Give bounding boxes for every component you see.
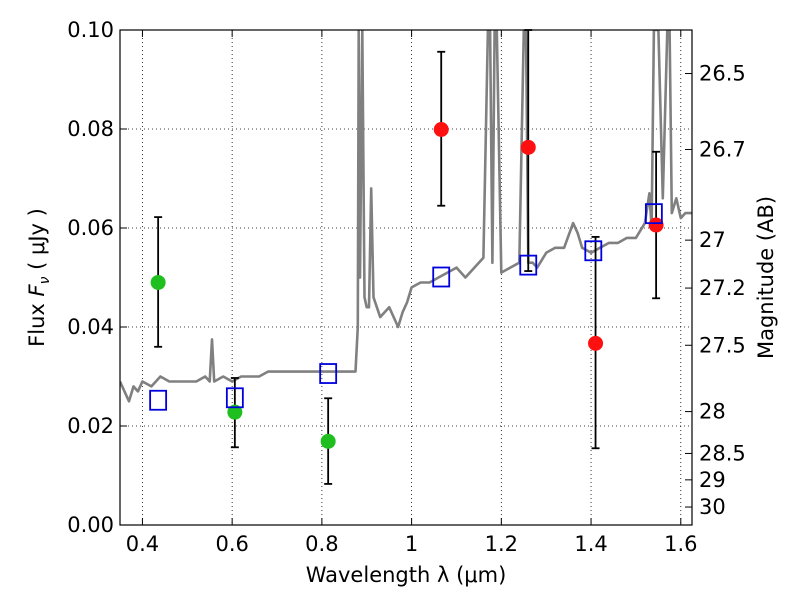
y-axis-label-symbol: F <box>25 284 49 297</box>
x-axis-label: Wavelength λ (μm) <box>306 563 507 587</box>
detections-red-marker-1 <box>520 139 536 155</box>
y-tick-label-0: 0.00 <box>67 513 114 537</box>
x-tick-label-4: 1.2 <box>485 532 518 556</box>
mag-tick-label-1: 26.7 <box>699 137 746 161</box>
y-axis-label-sub: ν <box>37 276 53 284</box>
y-tick-label-3: 0.06 <box>67 216 114 240</box>
x-tick-label-6: 1.6 <box>664 532 697 556</box>
model-photometry-marker-0 <box>149 389 168 411</box>
model-photometry-marker-5 <box>584 240 603 262</box>
mag-tick-label-3: 27.2 <box>699 276 746 300</box>
mag-tick-label-4: 27.5 <box>699 333 746 357</box>
x-tick-label-3: 1 <box>405 532 418 556</box>
mag-tick-label-6: 28.5 <box>699 441 746 465</box>
y-tick-label-5: 0.10 <box>67 18 114 42</box>
plot-frame <box>119 29 693 526</box>
y-axis-label: Flux Fν ( μJy ) <box>25 208 53 347</box>
mag-tick-label-7: 29 <box>699 468 726 492</box>
axis-ticks: 0.4 0.6 0.8 1 1.2 1.4 1.6 0.00 0.02 0.04 0.06 0.08 0… <box>67 18 746 556</box>
spectrum-layer <box>120 30 692 403</box>
x-tick-label-5: 1.4 <box>574 532 607 556</box>
x-tick-label-2: 0.8 <box>305 532 338 556</box>
x-tick-label-0: 0.4 <box>126 532 159 556</box>
plot-area <box>120 30 692 525</box>
detections-red-marker-3 <box>648 217 664 233</box>
model-photometry-marker-3 <box>432 266 451 288</box>
x-tick-label-1: 0.6 <box>215 532 248 556</box>
detections-red-marker-2 <box>588 335 604 351</box>
y-axis-label-prefix: Flux <box>25 297 49 347</box>
detections-green-marker-0 <box>150 274 166 290</box>
spectrum-line <box>120 30 692 403</box>
svg-text:Flux Fν ( μJy ): Flux Fν ( μJy ) <box>25 208 53 347</box>
y-axis-label-suffix: ( μJy ) <box>25 208 49 276</box>
y-tick-label-2: 0.04 <box>67 315 114 339</box>
right-axis-label: Magnitude (AB) <box>754 196 778 359</box>
detections-green-marker-1 <box>227 404 243 420</box>
detections-red-marker-0 <box>433 121 449 137</box>
model-photometry-marker-6 <box>644 203 663 225</box>
model-photometry-marker-4 <box>519 254 538 276</box>
mag-tick-label-2: 27 <box>699 228 726 252</box>
model-photometry-marker-2 <box>319 363 338 384</box>
y-tick-label-4: 0.08 <box>67 117 114 141</box>
mag-tick-label-5: 28 <box>699 400 726 424</box>
detections-green-marker-2 <box>320 433 336 449</box>
model-photometry-marker-1 <box>225 387 244 409</box>
mag-tick-label-8: 30 <box>699 495 726 519</box>
mag-tick-label-0: 26.5 <box>699 62 746 86</box>
y-tick-label-1: 0.02 <box>67 414 114 438</box>
